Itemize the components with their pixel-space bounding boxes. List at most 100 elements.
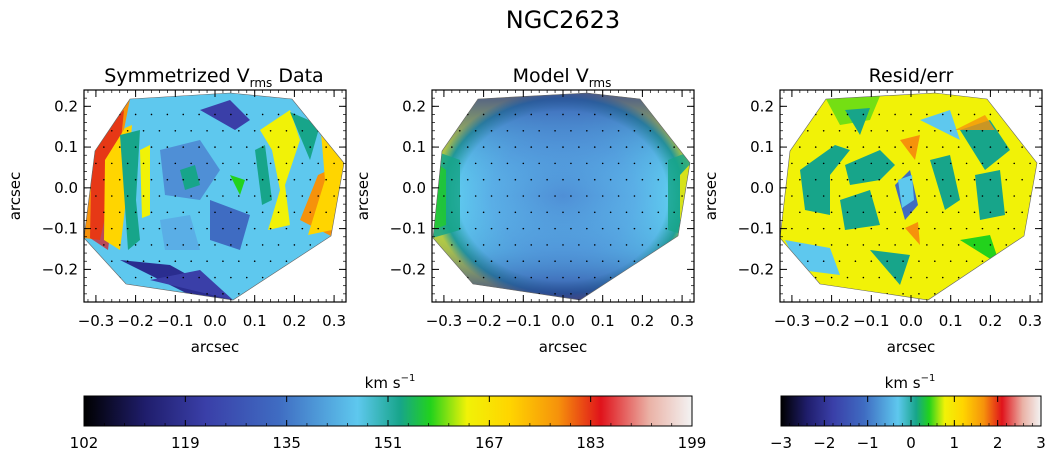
bin-dot (126, 227, 129, 230)
bin-dot (957, 146, 960, 148)
bin-dot (870, 129, 873, 132)
bin-dot (601, 195, 604, 197)
bin-dot (301, 195, 304, 197)
x-tick-label: 0.1 (591, 312, 615, 330)
bin-dot (490, 162, 493, 165)
bin-dot (174, 293, 177, 295)
bin-dot (238, 260, 240, 263)
bin-dot (1013, 227, 1016, 230)
colorbar-tick-label: 151 (374, 434, 403, 452)
bin-dot (665, 260, 668, 263)
y-tick-label: −0.1 (738, 220, 774, 238)
bin-dot (957, 276, 960, 279)
bin-dot (317, 260, 320, 263)
bin-dot (150, 211, 153, 214)
bin-dot (214, 276, 216, 279)
bin-dot (854, 162, 857, 165)
bin-dot (926, 178, 928, 181)
bin-dot (522, 227, 525, 230)
bin-dot (451, 146, 453, 148)
bin-dot (625, 178, 628, 181)
bin-dot (878, 113, 881, 116)
bin-dot (902, 293, 904, 295)
panel3-title: Resid/err (869, 65, 954, 87)
bin-dot (1029, 227, 1031, 230)
bin-dot (822, 195, 825, 197)
bin-dot (506, 195, 509, 197)
bin-dot (150, 276, 153, 279)
bin-dot (814, 146, 817, 148)
bin-dot (997, 129, 1000, 132)
bin-dot (554, 260, 556, 263)
bin-dot (466, 244, 469, 246)
bin-dot (989, 146, 992, 148)
bin-dot (862, 244, 865, 246)
colorbar-tick-label: 2 (993, 434, 1003, 452)
bin-dot (325, 178, 327, 181)
bin-dot (641, 211, 644, 214)
bin-dot (799, 211, 801, 214)
bin-dot (799, 276, 801, 279)
bin-dot (822, 260, 825, 263)
x-tick-label: −0.2 (465, 312, 501, 330)
bin-dot (934, 162, 936, 165)
bin-dot (522, 162, 525, 165)
bin-dot (230, 276, 232, 279)
bin-dot (142, 195, 145, 197)
bin-dot (293, 178, 296, 181)
colorbar-tick-label: 199 (678, 434, 707, 452)
bin-dot (838, 260, 841, 263)
bin-dot (458, 293, 461, 295)
bin-dot (830, 244, 833, 246)
bin-dot (245, 178, 248, 181)
bin-dot (182, 146, 185, 148)
bin-dot (245, 146, 248, 148)
bin-dot (593, 276, 596, 279)
bin-dot (894, 113, 896, 116)
bin-dot (546, 211, 548, 214)
bin-dot (198, 244, 200, 246)
bin-dot (190, 162, 192, 165)
bin-dot (657, 113, 660, 116)
bin-dot (269, 260, 272, 263)
colorbar-resid: km s−1 −3 −2 −1 0 1 2 3 (770, 373, 1046, 452)
bin-dot (277, 244, 280, 246)
bin-dot (633, 162, 636, 165)
bin-dot (617, 260, 620, 263)
bin-dot (253, 162, 256, 165)
bin-dot (830, 113, 833, 116)
bin-dot (562, 276, 564, 279)
bin-dot (293, 211, 296, 214)
bin-dot (530, 244, 533, 246)
bin-dot (941, 178, 944, 181)
bin-dot (870, 162, 873, 165)
bin-dot (317, 195, 320, 197)
bin-dot (570, 227, 572, 230)
bin-dot (269, 129, 272, 132)
bin-dot (1021, 178, 1023, 181)
bin-dot (601, 129, 604, 132)
bin-dot (222, 293, 224, 295)
figure-title: NGC2623 (506, 6, 620, 34)
bin-dot (617, 195, 620, 197)
bin-dot (862, 113, 865, 116)
y-tick-label: 0.1 (54, 138, 78, 156)
bin-dot (601, 293, 604, 295)
bin-dot (546, 113, 548, 116)
x-tick-label: −0.3 (774, 312, 810, 330)
bin-dot (894, 244, 896, 246)
bin-dot (854, 260, 857, 263)
bin-dot (894, 211, 896, 214)
bin-dot (878, 146, 881, 148)
bin-dot (474, 162, 477, 165)
bin-dot (482, 178, 485, 181)
bin-dot (458, 227, 461, 230)
bin-dot (206, 162, 208, 165)
bin-dot (158, 129, 161, 132)
bin-dot (965, 260, 968, 263)
bin-dot (934, 195, 936, 197)
bin-dot (981, 293, 984, 295)
bin-dot (103, 211, 105, 214)
y-tick-label: −0.2 (390, 260, 426, 278)
bin-dot (325, 244, 327, 246)
